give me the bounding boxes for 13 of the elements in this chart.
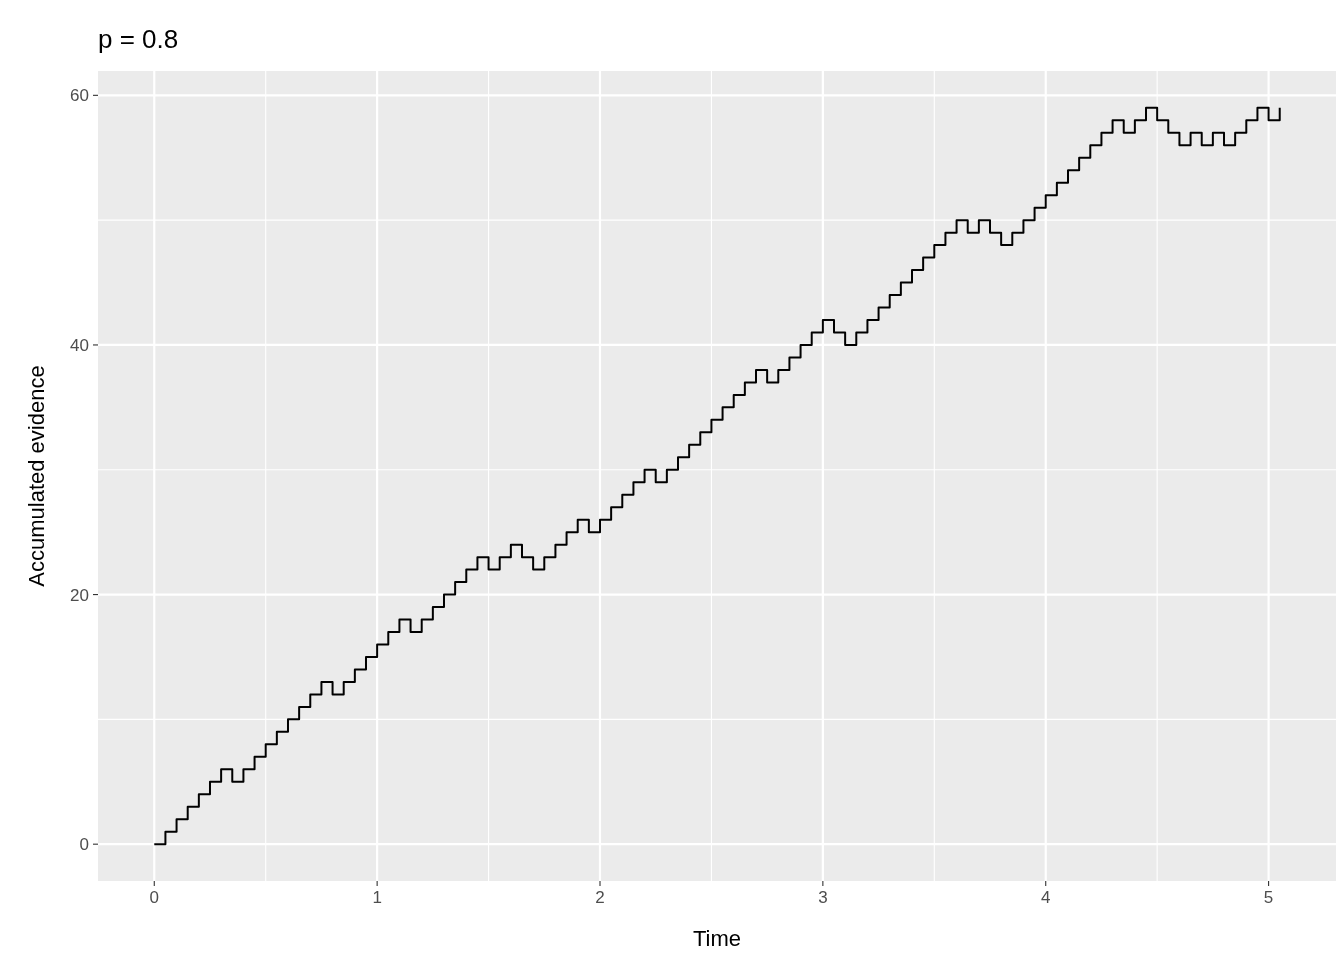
- chart-title: p = 0.8: [98, 24, 179, 54]
- y-tick-label: 40: [70, 335, 89, 355]
- x-tick-label: 5: [1263, 888, 1274, 907]
- x-tick-label: 0: [149, 888, 160, 907]
- y-tick-label: 20: [70, 585, 89, 605]
- x-tick-label: 2: [595, 888, 605, 907]
- y-tick-label: 0: [79, 835, 89, 855]
- x-tick-label: 1: [372, 888, 382, 907]
- x-tick-label: 4: [1040, 888, 1051, 907]
- y-tick-label: 60: [70, 86, 89, 106]
- x-axis-title: Time: [692, 926, 742, 951]
- x-tick-label: 3: [818, 888, 828, 907]
- y-axis-title: Accumulated evidence: [24, 365, 49, 587]
